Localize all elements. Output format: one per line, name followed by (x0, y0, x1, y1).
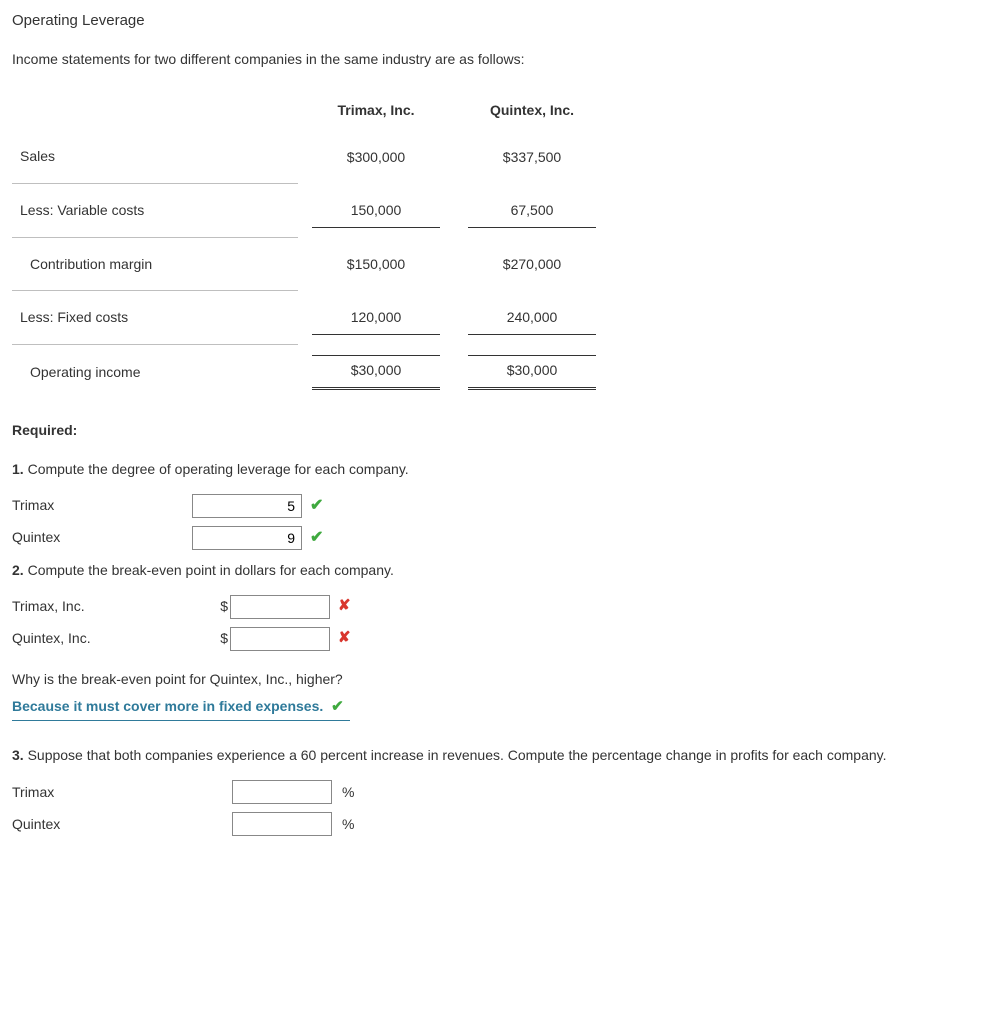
required-heading: Required: (12, 420, 987, 441)
row-val: $150,000 (312, 248, 440, 281)
q2-why-answer-text: Because it must cover more in fixed expe… (12, 698, 323, 714)
row-label: Less: Fixed costs (12, 291, 298, 345)
q1-num: 1. (12, 461, 24, 477)
trimax-breakeven-input[interactable] (230, 595, 330, 619)
row-label: Contribution margin (12, 238, 298, 291)
percent-suffix: % (342, 814, 354, 835)
row-val: $300,000 (312, 141, 440, 174)
check-icon: ✔ (331, 698, 344, 715)
trimax-pct-input[interactable] (232, 780, 332, 804)
q2-why: Why is the break-even point for Quintex,… (12, 669, 987, 690)
table-row: Sales $300,000 $337,500 (12, 131, 610, 184)
answer-label: Trimax (12, 782, 232, 803)
answer-row: Trimax ✔ (12, 494, 987, 518)
answer-label: Trimax, Inc. (12, 596, 212, 617)
row-val: $337,500 (468, 141, 596, 174)
answer-row: Quintex, Inc. $ ✘ (12, 627, 987, 651)
row-val: $30,000 (468, 355, 596, 390)
x-icon: ✘ (338, 627, 351, 650)
page-title: Operating Leverage (12, 10, 987, 33)
check-icon: ✔ (310, 494, 323, 518)
x-icon: ✘ (338, 595, 351, 618)
income-table: Trimax, Inc. Quintex, Inc. Sales $300,00… (12, 90, 610, 400)
col-header-quintex: Quintex, Inc. (454, 90, 610, 131)
answer-row: Quintex ✔ (12, 526, 987, 550)
answer-row: Trimax, Inc. $ ✘ (12, 595, 987, 619)
answer-label: Quintex (12, 814, 232, 835)
check-icon: ✔ (310, 526, 323, 550)
table-row: Less: Fixed costs 120,000 240,000 (12, 291, 610, 345)
answer-row: Quintex % (12, 812, 987, 836)
dollar-prefix: $ (212, 596, 228, 617)
row-val: 67,500 (468, 194, 596, 228)
q2-why-answer[interactable]: Because it must cover more in fixed expe… (12, 696, 350, 722)
table-row: Less: Variable costs 150,000 67,500 (12, 184, 610, 238)
answer-row: Trimax % (12, 780, 987, 804)
q1-text: Compute the degree of operating leverage… (24, 461, 409, 477)
row-val: $270,000 (468, 248, 596, 281)
quintex-dol-input[interactable] (192, 526, 302, 550)
row-val: 240,000 (468, 301, 596, 335)
row-label: Sales (12, 131, 298, 184)
row-label: Less: Variable costs (12, 184, 298, 238)
quintex-pct-input[interactable] (232, 812, 332, 836)
row-val: 120,000 (312, 301, 440, 335)
quintex-breakeven-input[interactable] (230, 627, 330, 651)
q2-text: Compute the break-even point in dollars … (24, 562, 394, 578)
row-val: 150,000 (312, 194, 440, 228)
q2-num: 2. (12, 562, 24, 578)
table-row: Contribution margin $150,000 $270,000 (12, 238, 610, 291)
row-label: Operating income (12, 345, 298, 400)
dollar-prefix: $ (212, 628, 228, 649)
answer-label: Trimax (12, 495, 192, 516)
answer-label: Quintex, Inc. (12, 628, 212, 649)
q3-text: Suppose that both companies experience a… (24, 747, 887, 763)
intro-text: Income statements for two different comp… (12, 49, 987, 70)
question-3: 3. Suppose that both companies experienc… (12, 745, 987, 766)
row-val: $30,000 (312, 355, 440, 390)
question-2: 2. Compute the break-even point in dolla… (12, 560, 987, 581)
question-1: 1. Compute the degree of operating lever… (12, 459, 987, 480)
answer-label: Quintex (12, 527, 192, 548)
percent-suffix: % (342, 782, 354, 803)
table-row: Operating income $30,000 $30,000 (12, 345, 610, 400)
trimax-dol-input[interactable] (192, 494, 302, 518)
q3-num: 3. (12, 747, 24, 763)
col-header-trimax: Trimax, Inc. (298, 90, 454, 131)
